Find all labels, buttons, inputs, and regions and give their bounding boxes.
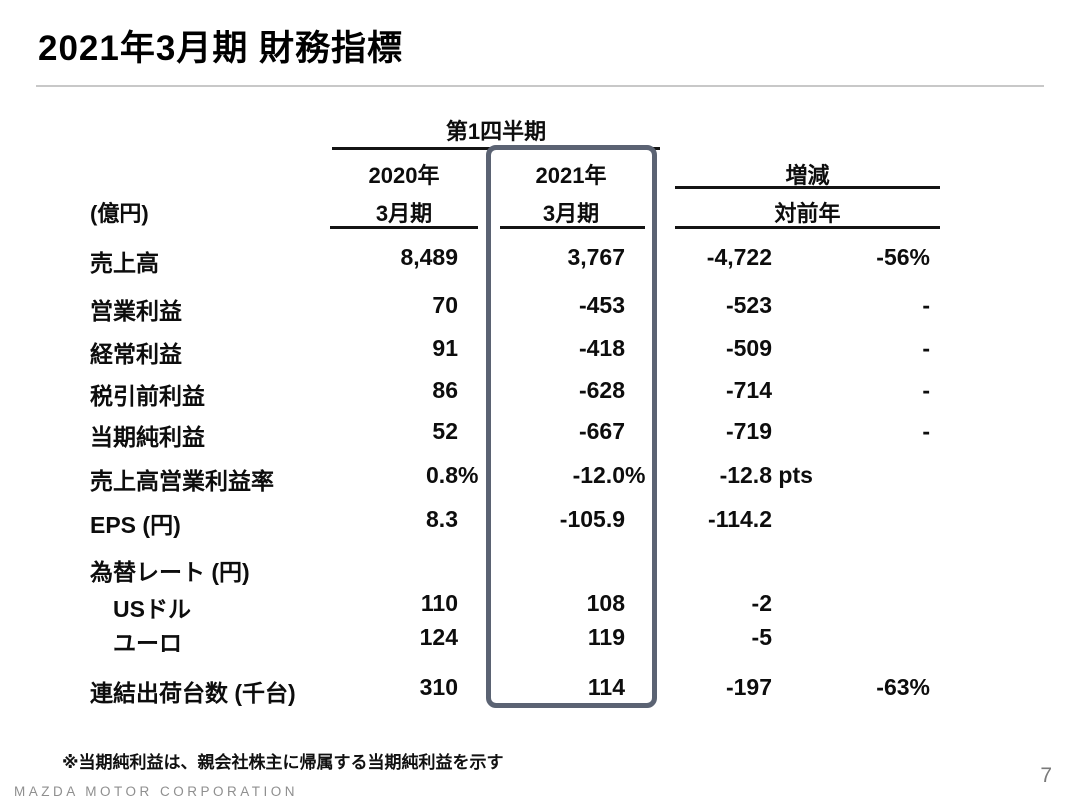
cell-2021: -453	[578, 292, 625, 318]
table-row: EPS (円) 8.3 -105.9 -114.2	[0, 506, 1080, 538]
row-label: 売上高	[90, 250, 159, 276]
col-2021-underline	[500, 226, 645, 229]
col-2020-underline	[330, 226, 478, 229]
col-change-header: 増減	[785, 163, 830, 188]
cell-2020: 8,489	[400, 244, 458, 270]
cell-2021: -12.0%	[572, 462, 646, 488]
cell-2021: 119	[587, 624, 625, 650]
col-change-underline-top	[675, 186, 940, 189]
slide-title: 2021年3月期 財務指標	[38, 29, 404, 68]
cell-percent: -	[922, 418, 930, 444]
cell-2020: 52	[432, 418, 458, 444]
cell-change: -2	[751, 590, 772, 616]
cell-2021: 108	[586, 590, 625, 616]
quarter-header: 第1四半期	[445, 119, 547, 144]
cell-change: -5	[751, 624, 772, 650]
table-row: 売上高 8,489 3,767 -4,722 -56%	[0, 244, 1080, 276]
table-row: 経常利益 91 -418 -509 -	[0, 335, 1080, 367]
cell-change: -509	[725, 335, 772, 361]
cell-change: -12.8 pts	[719, 462, 813, 488]
cell-percent: -56%	[876, 244, 930, 270]
table-row: USドル 110 108 -2	[0, 590, 1080, 622]
cell-2020: 0.8%	[426, 462, 479, 488]
table-row: 為替レート (円)	[0, 553, 1080, 585]
footnote: ※当期純利益は、親会社株主に帰属する当期純利益を示す	[62, 753, 504, 772]
row-label: 連結出荷台数 (千台)	[90, 680, 296, 706]
table-row: 連結出荷台数 (千台) 310 114 -197 -63%	[0, 674, 1080, 706]
cell-2020: 310	[419, 674, 458, 700]
cell-2020: 110	[420, 590, 458, 616]
cell-percent: -	[922, 335, 930, 361]
col-change-subheader: 対前年	[774, 201, 841, 226]
cell-2020: 124	[419, 624, 458, 650]
table-row: 当期純利益 52 -667 -719 -	[0, 418, 1080, 450]
title-divider	[36, 85, 1044, 87]
cell-2020: 70	[432, 292, 458, 318]
cell-2021: 114	[587, 674, 625, 700]
cell-change: -197	[725, 674, 772, 700]
row-label: ユーロ	[113, 630, 182, 656]
table-row: 売上高営業利益率 0.8% -12.0% -12.8 pts	[0, 462, 1080, 494]
cell-percent: -	[922, 377, 930, 403]
cell-percent: -	[922, 292, 930, 318]
cell-2021: -667	[578, 418, 625, 444]
table-row: ユーロ 124 119 -5	[0, 624, 1080, 656]
col-change-underline-bottom	[675, 226, 940, 229]
cell-2020: 8.3	[426, 506, 458, 532]
row-label: 税引前利益	[90, 383, 205, 409]
row-label: 経常利益	[90, 341, 182, 367]
cell-change: -523	[725, 292, 772, 318]
cell-2020: 86	[432, 377, 458, 403]
cell-change: -114.2	[708, 506, 772, 532]
unit-label: (億円)	[90, 201, 149, 226]
row-label: 為替レート (円)	[90, 559, 250, 585]
cell-percent: -63%	[876, 674, 930, 700]
row-label: 売上高営業利益率	[90, 468, 274, 494]
cell-2021: 3,767	[567, 244, 625, 270]
row-label: 営業利益	[90, 298, 182, 324]
cell-2021: -418	[578, 335, 625, 361]
col-2020-year: 2020年	[368, 163, 440, 188]
row-label: USドル	[113, 596, 191, 622]
cell-change: -4,722	[706, 244, 772, 270]
page-number: 7	[1040, 764, 1052, 787]
table-row: 税引前利益 86 -628 -714 -	[0, 377, 1080, 409]
footer-brand: MAZDA MOTOR CORPORATION	[14, 784, 299, 799]
cell-change: -719	[725, 418, 772, 444]
cell-2021: -105.9	[559, 506, 625, 532]
col-2021-period: 3月期	[542, 201, 600, 226]
cell-2020: 91	[432, 335, 458, 361]
cell-change: -714	[725, 377, 772, 403]
highlight-box-2021	[486, 145, 657, 708]
col-2021-year: 2021年	[535, 163, 607, 188]
table-row: 営業利益 70 -453 -523 -	[0, 292, 1080, 324]
cell-2021: -628	[578, 377, 625, 403]
row-label: 当期純利益	[90, 424, 205, 450]
row-label: EPS (円)	[90, 512, 181, 538]
col-2020-period: 3月期	[375, 201, 433, 226]
